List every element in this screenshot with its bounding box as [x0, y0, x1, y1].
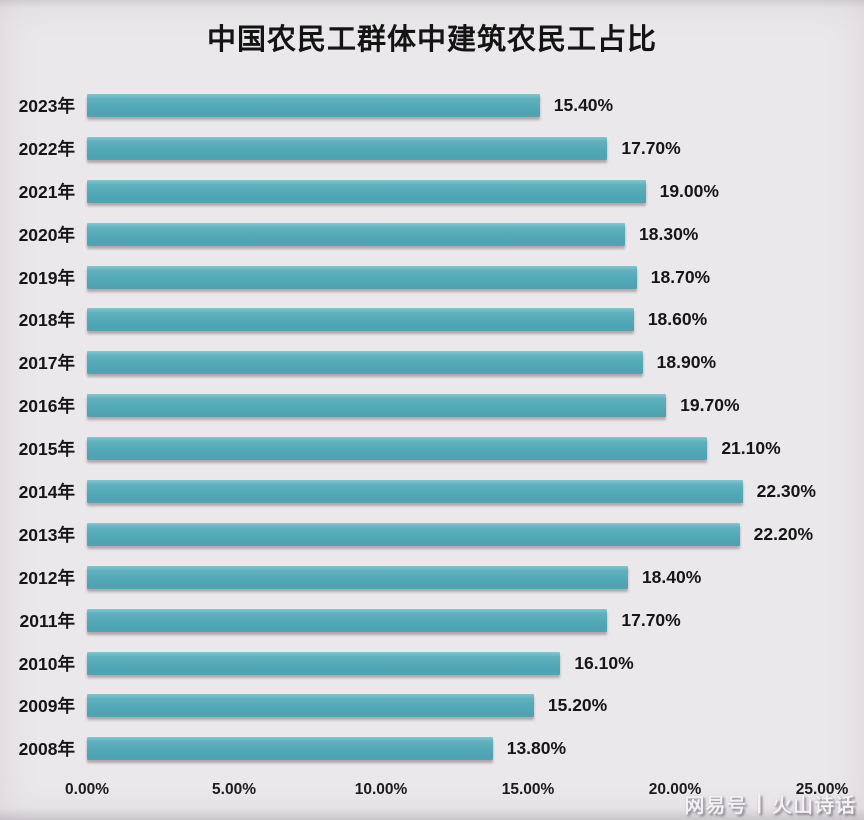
chart-row: 2021年 19.00%	[0, 170, 864, 213]
x-axis-tick-label: 0.00%	[65, 781, 109, 798]
bar	[87, 308, 634, 332]
bar-value-label: 15.40%	[553, 94, 614, 115]
chart-row: 2018年 18.60%	[0, 298, 864, 341]
chart-title: 中国农民工群体中建筑农民工占比	[206, 24, 657, 56]
y-axis-label: 2022年	[18, 138, 75, 159]
bar-track: 19.00%	[87, 179, 822, 203]
bar-value-label: 16.10%	[574, 652, 634, 673]
bar-track: 18.30%	[87, 222, 822, 246]
chart-row: 2010年 16.10%	[0, 642, 864, 685]
bar-value-label: 18.30%	[639, 223, 699, 244]
bar-track: 15.20%	[87, 694, 822, 718]
bar	[87, 522, 740, 546]
chart-row: 2015年 21.10%	[0, 427, 864, 470]
bar	[87, 179, 646, 203]
bar-track: 13.80%	[87, 737, 822, 761]
x-axis-tick-label: 5.00%	[212, 781, 256, 798]
y-axis-label: 2009年	[18, 696, 75, 717]
bar-track: 17.70%	[87, 136, 822, 160]
bar-value-label: 19.70%	[680, 395, 740, 416]
bar-track: 18.90%	[87, 351, 822, 375]
chart-row: 2013年 22.20%	[0, 513, 864, 556]
chart-row: 2011年 17.70%	[0, 599, 864, 642]
y-axis-label: 2014年	[18, 481, 75, 502]
y-axis-label: 2010年	[18, 653, 75, 674]
bar	[87, 651, 561, 675]
y-axis-label: 2012年	[18, 567, 75, 588]
bar-value-label: 17.70%	[621, 137, 681, 158]
bar-value-label: 18.90%	[656, 352, 717, 373]
bar-value-label: 22.20%	[753, 523, 814, 544]
bar-track: 22.30%	[87, 479, 822, 503]
bar-value-label: 19.00%	[659, 180, 719, 201]
y-axis-label: 2021年	[18, 181, 75, 202]
chart-row: 2014年 22.30%	[0, 470, 864, 513]
chart-row: 2012年 18.40%	[0, 556, 864, 599]
bar	[87, 479, 743, 503]
watermark-brand: 网易号	[684, 795, 748, 817]
x-axis-tick-label: 20.00%	[648, 781, 702, 798]
y-axis-label: 2023年	[18, 95, 75, 116]
y-axis-label: 2018年	[18, 310, 75, 331]
bar	[87, 608, 608, 632]
bar	[87, 694, 534, 718]
bar-value-label: 17.70%	[621, 609, 681, 630]
x-axis-tick-label: 25.00%	[795, 781, 849, 798]
bar	[87, 265, 637, 289]
y-axis-label: 2020年	[18, 224, 75, 245]
bar-value-label: 13.80%	[506, 738, 567, 759]
chart-row: 2009年 15.20%	[0, 684, 864, 727]
chart-row: 2022年 17.70%	[0, 127, 864, 170]
x-axis: 0.00% 5.00% 10.00% 15.00% 20.00% 25.00%	[65, 781, 848, 803]
y-axis-label: 2017年	[18, 353, 75, 374]
chart-row: 2019年 18.70%	[0, 256, 864, 299]
chart-row: 2023年 15.40%	[0, 84, 864, 127]
y-axis-label: 2008年	[18, 739, 75, 760]
bar-track: 18.60%	[87, 308, 822, 332]
bar	[87, 565, 628, 589]
y-axis-label: 2011年	[19, 610, 75, 631]
bar	[87, 93, 540, 117]
watermark-account: 火山诗话	[772, 795, 856, 817]
bar-track: 17.70%	[87, 608, 822, 632]
watermark: 网易号 | 火山诗话	[684, 789, 856, 818]
y-axis-label: 2015年	[18, 439, 75, 460]
y-axis-label: 2016年	[18, 396, 75, 417]
chart-row: 2016年 19.70%	[0, 384, 864, 427]
chart-row: 2017年 18.90%	[0, 341, 864, 384]
bar	[87, 351, 643, 375]
watermark-separator: |	[756, 792, 763, 814]
bar-track: 18.40%	[87, 565, 822, 589]
bar-value-label: 15.20%	[547, 695, 608, 716]
bar	[87, 437, 708, 461]
x-axis-tick-label: 15.00%	[501, 781, 555, 798]
bar-value-label: 21.10%	[721, 438, 781, 459]
bar-track: 15.40%	[87, 93, 822, 117]
bar-value-label: 18.40%	[641, 566, 702, 587]
bar-track: 16.10%	[87, 651, 822, 675]
bar	[87, 737, 493, 761]
bar	[87, 394, 667, 418]
plot-area: 2023年 15.40% 2022年 17.70% 2021年 19.00% 2020年 18…	[0, 84, 864, 770]
bar-value-label: 18.60%	[647, 309, 708, 330]
bar-value-label: 22.30%	[756, 480, 816, 501]
chart-row: 2008年 13.80%	[0, 727, 864, 770]
bar	[87, 136, 608, 160]
bar	[87, 222, 626, 246]
bar-track: 19.70%	[87, 394, 822, 418]
bar-track: 22.20%	[87, 522, 822, 546]
bar-value-label: 18.70%	[650, 266, 711, 287]
bar-track: 18.70%	[87, 265, 822, 289]
x-axis-tick-label: 10.00%	[354, 781, 408, 798]
bar-track: 21.10%	[87, 437, 822, 461]
y-axis-label: 2019年	[18, 267, 75, 288]
y-axis-label: 2013年	[18, 524, 75, 545]
chart-row: 2020年 18.30%	[0, 213, 864, 256]
